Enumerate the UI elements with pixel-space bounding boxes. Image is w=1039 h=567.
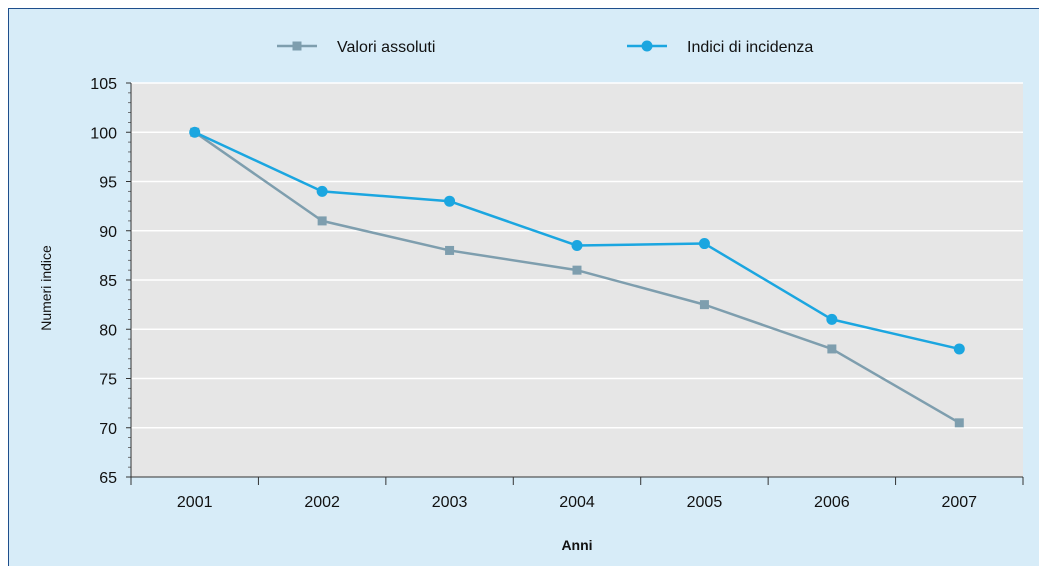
x-tick-label: 2003 (432, 494, 468, 511)
x-tick-label: 2001 (177, 494, 213, 511)
x-tick-label: 2007 (941, 494, 977, 511)
y-tick-label: 75 (99, 372, 117, 389)
legend: Valori assoluti Indici di incidenza (277, 39, 813, 56)
y-axis-label: Numeri indice (38, 245, 54, 331)
data-point (445, 245, 455, 255)
y-tick-label: 80 (99, 322, 117, 339)
y-tick-labels: 65 70 75 80 85 90 95 100 105 (90, 76, 117, 487)
legend-label: Valori assoluti (337, 39, 435, 56)
x-tick-label: 2002 (304, 494, 340, 511)
data-point (698, 238, 710, 250)
data-point (571, 240, 583, 252)
y-tick-label: 85 (99, 273, 117, 290)
y-tick-label: 90 (99, 224, 117, 241)
x-tick-label: 2005 (687, 494, 723, 511)
series-group (189, 126, 965, 428)
y-tick-label: 95 (99, 175, 117, 192)
y-tick-label: 105 (90, 76, 117, 93)
data-point (953, 343, 965, 355)
y-tick-label: 70 (99, 421, 117, 438)
legend-label: Indici di incidenza (687, 39, 813, 56)
data-point (699, 300, 709, 310)
y-tick-label: 100 (90, 125, 117, 142)
x-axis-label: Anni (561, 537, 592, 553)
data-point (444, 195, 456, 207)
gridlines (131, 82, 1023, 429)
data-point (827, 344, 837, 354)
data-point (826, 313, 838, 325)
chart-frame: 65 70 75 80 85 90 95 100 105 2001 2002 2003 2004 200… (8, 8, 1039, 566)
x-tick-label: 2006 (814, 494, 850, 511)
axes (126, 82, 1024, 485)
legend-marker (292, 41, 302, 51)
data-point (954, 418, 964, 428)
y-tick-label: 65 (99, 470, 117, 487)
data-point (317, 216, 327, 226)
x-tick-label: 2004 (559, 494, 595, 511)
data-point (572, 265, 582, 275)
data-point (316, 185, 328, 197)
legend-marker (641, 40, 653, 52)
x-tick-labels: 2001 2002 2003 2004 2005 2006 2007 (177, 494, 977, 511)
data-point (189, 126, 201, 138)
